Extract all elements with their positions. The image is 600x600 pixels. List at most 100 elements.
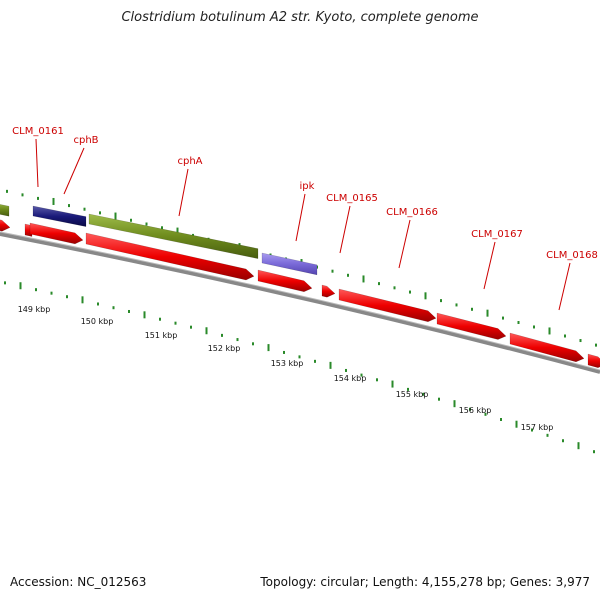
- tick-mark: [331, 269, 334, 273]
- gene-label: ipk: [300, 181, 315, 192]
- gene-label: CLM_0166: [386, 207, 438, 218]
- scale-label: 155 kbp: [396, 390, 429, 399]
- tick-mark: [391, 380, 394, 388]
- tick-mark: [50, 291, 53, 295]
- gene-feature: [338, 288, 437, 323]
- tick-mark: [422, 392, 425, 396]
- gene-feature: [436, 312, 507, 340]
- tick-mark: [440, 299, 442, 303]
- tick-mark: [469, 407, 471, 411]
- tick-mark: [128, 309, 130, 313]
- tick-mark: [35, 288, 37, 292]
- gene-feature: [32, 205, 87, 227]
- tick-mark: [114, 212, 117, 220]
- tick-mark: [66, 295, 68, 299]
- gene-feature: [257, 269, 313, 293]
- tick-mark: [236, 338, 239, 342]
- tick-mark: [345, 368, 347, 372]
- tick-mark: [500, 418, 502, 421]
- tick-mark: [314, 359, 316, 363]
- gene-feature: [587, 353, 600, 368]
- tick-mark: [347, 273, 349, 277]
- leader-line: [558, 262, 571, 311]
- tick-mark: [81, 296, 84, 304]
- tick-mark: [99, 211, 101, 215]
- leader-line: [35, 138, 39, 188]
- map-title: Clostridium botulinum A2 str. Kyoto, com…: [121, 10, 479, 25]
- tick-mark: [548, 327, 551, 335]
- genome-summary-text: Topology: circular; Length: 4,155,278 bp…: [260, 575, 590, 589]
- tick-mark: [407, 387, 409, 391]
- tick-mark: [486, 309, 489, 317]
- tick-mark: [21, 193, 24, 197]
- tick-mark: [577, 442, 580, 450]
- tick-mark: [130, 218, 132, 222]
- scale-label: 156 kbp: [459, 406, 492, 415]
- gene-label: CLM_0161: [12, 126, 64, 137]
- leader-line: [295, 193, 306, 242]
- tick-mark: [531, 428, 533, 432]
- tick-mark: [546, 433, 549, 437]
- leader-line: [63, 147, 85, 195]
- outer-tick-track: [6, 189, 597, 347]
- gene-feature: [85, 232, 255, 281]
- tick-mark: [4, 281, 6, 285]
- gene-label: cphA: [177, 156, 202, 167]
- tick-mark: [252, 342, 254, 346]
- tick-mark: [455, 303, 458, 307]
- tick-mark: [471, 307, 473, 311]
- tick-mark: [68, 204, 70, 208]
- gene-label: cphB: [73, 135, 98, 146]
- tick-mark: [424, 292, 427, 300]
- tick-mark: [393, 286, 396, 290]
- tick-mark: [362, 275, 365, 283]
- tick-mark: [438, 397, 440, 401]
- tick-mark: [453, 400, 456, 408]
- tick-mark: [97, 302, 99, 306]
- tick-mark: [176, 227, 179, 235]
- tick-mark: [595, 343, 597, 347]
- tick-mark: [52, 197, 55, 205]
- tick-mark: [502, 316, 504, 320]
- tick-mark: [376, 378, 378, 382]
- tick-mark: [205, 327, 208, 335]
- gene-feature: [88, 213, 259, 259]
- gene-label: CLM_0168: [546, 250, 598, 261]
- tick-mark: [562, 439, 564, 443]
- tick-mark: [517, 321, 520, 325]
- leader-line: [483, 241, 496, 290]
- leader-line: [178, 168, 189, 217]
- scale-label: 154 kbp: [334, 374, 367, 383]
- tick-mark: [6, 189, 8, 193]
- scale-label: 153 kbp: [271, 359, 304, 368]
- tick-mark: [283, 350, 285, 354]
- tick-mark: [19, 282, 22, 290]
- leader-line: [339, 205, 351, 254]
- tick-mark: [159, 317, 161, 321]
- tick-mark: [143, 311, 146, 319]
- tick-mark: [593, 450, 595, 454]
- gene-feature: [509, 332, 585, 363]
- gene-feature: [0, 204, 10, 217]
- scale-label: 150 kbp: [81, 317, 114, 326]
- tick-mark: [298, 355, 301, 359]
- inner-tick-track: [4, 281, 595, 454]
- tick-mark: [112, 306, 115, 310]
- tick-mark: [190, 325, 192, 329]
- tick-mark: [533, 325, 535, 329]
- tick-mark: [579, 339, 582, 343]
- gene-feature: [29, 222, 84, 245]
- gene-label: CLM_0165: [326, 193, 378, 204]
- scale-label: 151 kbp: [145, 331, 178, 340]
- tick-mark: [83, 207, 86, 211]
- scale-label: 157 kbp: [521, 423, 554, 432]
- gene-feature: [0, 219, 11, 232]
- tick-mark: [174, 321, 177, 325]
- tick-mark: [145, 222, 148, 226]
- leader-line: [398, 219, 411, 269]
- genome-backbone: [0, 231, 600, 374]
- gene-feature: [321, 284, 336, 298]
- tick-mark: [267, 344, 270, 352]
- scale-label: 149 kbp: [18, 305, 51, 314]
